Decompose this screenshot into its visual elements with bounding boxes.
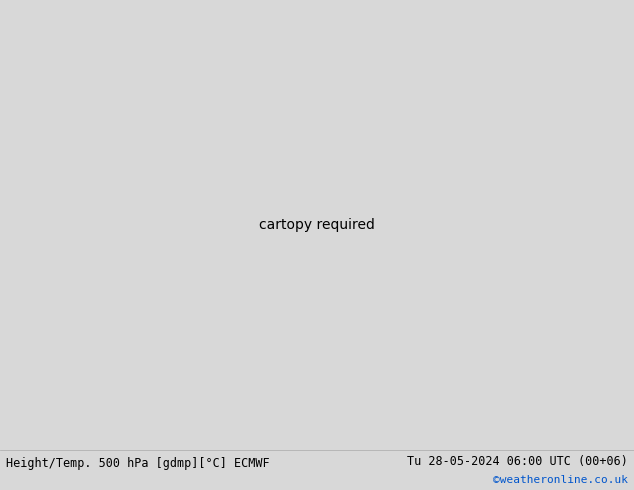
Text: ©weatheronline.co.uk: ©weatheronline.co.uk xyxy=(493,475,628,485)
Text: Height/Temp. 500 hPa [gdmp][°C] ECMWF: Height/Temp. 500 hPa [gdmp][°C] ECMWF xyxy=(6,457,270,470)
Text: cartopy required: cartopy required xyxy=(259,218,375,232)
Text: Tu 28-05-2024 06:00 UTC (00+06): Tu 28-05-2024 06:00 UTC (00+06) xyxy=(407,455,628,468)
